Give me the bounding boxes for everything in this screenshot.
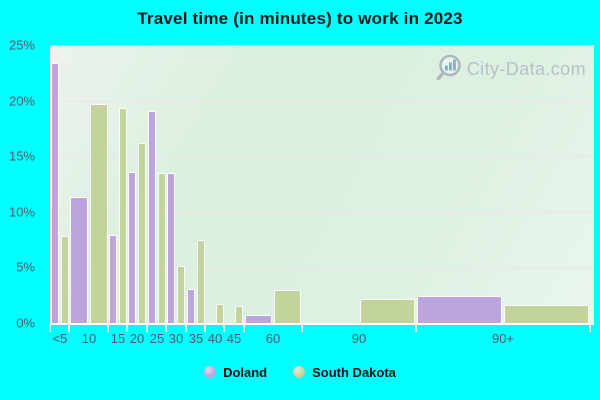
x-tick-11 bbox=[415, 325, 417, 332]
x-tick-label-90plus: 90+ bbox=[491, 331, 515, 346]
bar-south-dakota-10 bbox=[90, 104, 108, 323]
x-tick-9 bbox=[243, 325, 245, 332]
x-tick-label-25: 25 bbox=[149, 331, 165, 346]
y-tick-label-5: 5% bbox=[16, 259, 35, 275]
x-tick-0 bbox=[49, 325, 51, 332]
bar-south-dakota-<5 bbox=[61, 236, 69, 323]
x-tick-1 bbox=[68, 325, 70, 332]
gridline-10 bbox=[50, 212, 594, 213]
x-tick-label-35: 35 bbox=[188, 331, 204, 346]
gridline-25 bbox=[50, 45, 594, 46]
plot-area: City-Data.com bbox=[50, 45, 594, 325]
legend-label: Doland bbox=[223, 364, 268, 380]
y-tick-label-20: 20% bbox=[8, 93, 35, 109]
gridline-20 bbox=[50, 101, 594, 102]
watermark: City-Data.com bbox=[436, 53, 586, 85]
bar-doland-10 bbox=[70, 197, 88, 323]
y-tick-label-0: 0% bbox=[16, 315, 35, 331]
x-tick-label-90: 90 bbox=[351, 331, 367, 346]
x-tick-12 bbox=[589, 325, 591, 332]
x-tick-5 bbox=[165, 325, 167, 332]
bar-south-dakota-60 bbox=[274, 290, 301, 323]
x-tick-label-45: 45 bbox=[226, 331, 242, 346]
bar-doland-20 bbox=[128, 172, 136, 323]
legend: Doland South Dakota bbox=[0, 364, 600, 380]
x-tick-label-20: 20 bbox=[129, 331, 145, 346]
legend-label: South Dakota bbox=[312, 364, 396, 380]
bar-south-dakota-25 bbox=[158, 173, 166, 323]
chart-title: Travel time (in minutes) to work in 2023 bbox=[137, 9, 463, 28]
bar-south-dakota-90+ bbox=[504, 305, 589, 323]
watermark-text: City-Data.com bbox=[466, 58, 586, 79]
gridline-5 bbox=[50, 267, 594, 268]
magnifier-bar-chart-icon bbox=[436, 54, 461, 81]
bar-doland-15 bbox=[109, 235, 117, 323]
x-tick-4 bbox=[146, 325, 148, 332]
y-tick-label-25: 25% bbox=[8, 37, 35, 53]
x-tick-label-10: 10 bbox=[81, 331, 97, 346]
legend-dot-icon bbox=[293, 366, 306, 378]
x-tick-label-60: 60 bbox=[265, 331, 281, 346]
bar-south-dakota-30 bbox=[177, 266, 185, 323]
x-tick-6 bbox=[185, 325, 187, 332]
x-tick-label-30: 30 bbox=[168, 331, 184, 346]
x-tick-10 bbox=[301, 325, 303, 332]
bar-south-dakota-90 bbox=[360, 299, 415, 323]
bar-south-dakota-45 bbox=[235, 306, 243, 323]
bar-doland-90+ bbox=[417, 296, 502, 323]
legend-item-doland: Doland bbox=[204, 365, 267, 380]
x-tick-3 bbox=[126, 325, 128, 332]
gridline-15 bbox=[50, 156, 594, 157]
y-tick-label-15: 15% bbox=[8, 148, 35, 164]
bar-doland-60 bbox=[245, 315, 272, 323]
x-tick-7 bbox=[204, 325, 206, 332]
bar-doland-35 bbox=[187, 289, 195, 323]
legend-dot-icon bbox=[204, 366, 217, 378]
bar-doland-30 bbox=[167, 173, 175, 323]
bar-south-dakota-35 bbox=[197, 240, 205, 323]
bar-south-dakota-20 bbox=[138, 143, 146, 323]
x-tick-2 bbox=[107, 325, 109, 332]
bar-south-dakota-15 bbox=[119, 108, 127, 323]
legend-item-south-dakota: South Dakota bbox=[293, 365, 396, 380]
bar-doland-25 bbox=[148, 111, 156, 323]
x-tick-8 bbox=[223, 325, 225, 332]
bar-south-dakota-40 bbox=[216, 304, 224, 323]
x-tick-label-lt5: <5 bbox=[52, 331, 68, 346]
x-tick-label-15: 15 bbox=[110, 331, 126, 346]
bar-doland-<5 bbox=[51, 63, 59, 323]
x-tick-label-40: 40 bbox=[207, 331, 223, 346]
y-tick-label-10: 10% bbox=[8, 204, 35, 220]
